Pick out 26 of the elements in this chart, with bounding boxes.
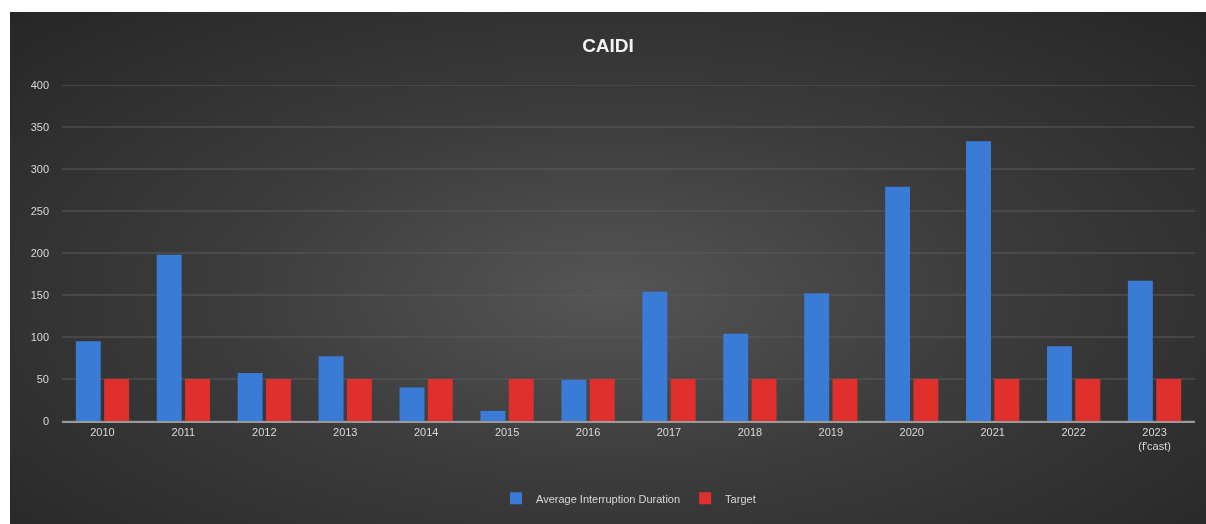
legend-label: Target	[725, 492, 756, 505]
x-tick-label: 2016	[575, 425, 601, 438]
x-tick-label: 2022	[1061, 425, 1086, 438]
x-tick-label: 2018	[737, 425, 763, 438]
x-tick-label: 2012	[252, 425, 277, 438]
legend-label: Average Interruption Duration	[536, 492, 681, 505]
x-tick-label: 2021	[980, 425, 1005, 438]
x-tick-label: 2013	[333, 425, 358, 438]
x-tick-label: 2015	[494, 425, 520, 438]
x-tick-label: 2019	[818, 425, 844, 438]
y-tick-label: 100	[30, 330, 49, 343]
y-tick-label: 0	[42, 414, 49, 427]
y-tick-label: 400	[30, 78, 49, 91]
chart-title: CAIDI	[582, 34, 634, 56]
x-tick-label: 2010	[90, 425, 115, 438]
x-tick-label: 2014	[413, 425, 439, 438]
y-tick-label: 250	[30, 204, 49, 217]
y-tick-label: 50	[36, 372, 49, 385]
x-tick-label: 2020	[899, 425, 924, 438]
y-tick-label: 300	[30, 162, 49, 175]
y-tick-label: 150	[30, 288, 49, 301]
x-tick-label: 2017	[656, 425, 682, 438]
y-tick-label: 200	[30, 246, 49, 259]
x-tick-label: 2023 (f'cast)	[1138, 425, 1171, 452]
x-tick-label: 2011	[171, 425, 196, 438]
y-tick-label: 350	[30, 120, 49, 133]
